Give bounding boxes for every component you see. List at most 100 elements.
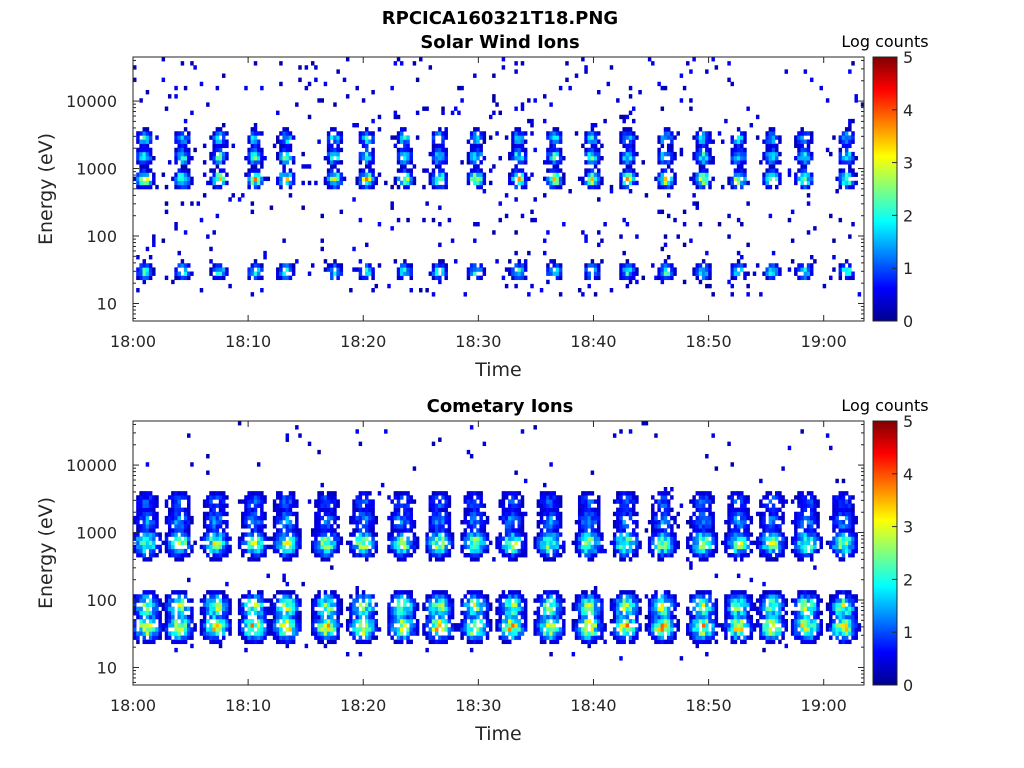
spectrogram-cell (555, 131, 560, 136)
spectrogram-cell (485, 610, 490, 616)
spectrogram-cell (177, 507, 181, 513)
spectrogram-cell (282, 507, 286, 513)
spectrogram-cell (352, 503, 356, 508)
spectrogram-cell (771, 250, 776, 256)
spectrogram-cell (590, 139, 595, 144)
spectrogram-cell (409, 627, 413, 632)
spectrogram-cell (771, 143, 776, 149)
spectrogram-cell (463, 536, 468, 541)
spectrogram-cell (183, 540, 188, 546)
spectrogram-cell (543, 540, 547, 546)
spectrogram-cell (368, 263, 372, 268)
spectrogram-cell (476, 548, 480, 554)
spectrogram-cell (403, 164, 407, 169)
spectrogram-cell (136, 631, 140, 636)
spectrogram-cell (469, 172, 474, 177)
spectrogram-cell (148, 491, 153, 496)
spectrogram-cell (603, 118, 607, 124)
spectrogram-cell (269, 544, 274, 550)
spectrogram-cell (206, 536, 210, 541)
spectrogram-cell (282, 619, 286, 624)
spectrogram-cell (454, 627, 458, 632)
spectrogram-cell (660, 168, 665, 173)
spectrogram-cell (577, 536, 582, 541)
spectrogram-cell (520, 553, 525, 558)
spectrogram-cell (276, 548, 280, 554)
spectrogram-cell (740, 151, 744, 157)
spectrogram-cell (167, 532, 172, 537)
spectrogram-cell (438, 222, 442, 227)
spectrogram-cell (279, 139, 283, 144)
spectrogram-cell (330, 180, 334, 186)
spectrogram-cell (187, 532, 191, 537)
spectrogram-cell (587, 602, 591, 607)
spectrogram-cell (612, 598, 617, 603)
spectrogram-cell (352, 520, 356, 525)
spectrogram-cell (142, 184, 147, 190)
spectrogram-cell (406, 184, 410, 190)
spectrogram-cell (806, 184, 811, 190)
spectrogram-cell (180, 548, 185, 554)
spectrogram-cell (549, 499, 553, 504)
spectrogram-cell (247, 180, 251, 186)
spectrogram-cell (590, 499, 595, 504)
spectrogram-cell (272, 602, 277, 607)
spectrogram-cell (838, 267, 843, 272)
spectrogram-cell (190, 201, 194, 206)
spectrogram-cell (520, 429, 525, 434)
spectrogram-cell (555, 135, 560, 140)
spectrogram-cell (148, 528, 153, 533)
spectrogram-cell (711, 139, 715, 144)
spectrogram-cell (352, 515, 356, 521)
spectrogram-cell (450, 627, 455, 632)
spectrogram-cell (765, 172, 769, 177)
spectrogram-cell (743, 172, 747, 177)
spectrogram-cell (600, 627, 604, 632)
spectrogram-cell (282, 503, 286, 508)
spectrogram-cell (320, 532, 324, 537)
spectrogram-cell (183, 635, 188, 640)
spectrogram-cell (171, 553, 175, 558)
spectrogram-cell (399, 524, 404, 529)
spectrogram-cell (625, 164, 630, 169)
spectrogram-cell (387, 619, 391, 624)
spectrogram-cell (190, 606, 194, 612)
spectrogram-cell (314, 180, 318, 186)
spectrogram-cell (365, 631, 369, 636)
spectrogram-cell (365, 271, 369, 276)
spectrogram-cell (771, 164, 776, 169)
spectrogram-cell (406, 139, 410, 144)
spectrogram-cell (558, 275, 563, 281)
spectrogram-cell (221, 143, 226, 149)
spectrogram-cell (479, 635, 483, 640)
spectrogram-cell (743, 160, 747, 165)
spectrogram-cell (463, 515, 468, 521)
spectrogram-cell (800, 176, 804, 182)
spectrogram-cell (666, 184, 671, 190)
spectrogram-cell (768, 143, 773, 149)
spectrogram-cell (593, 172, 598, 177)
spectrogram-cell (574, 540, 579, 546)
spectrogram-cell (482, 594, 487, 599)
spectrogram-cell (174, 267, 178, 272)
spectrogram-cell (187, 503, 191, 508)
spectrogram-cell (361, 139, 366, 144)
spectrogram-cell (657, 139, 661, 144)
spectrogram-cell (479, 536, 483, 541)
spectrogram-cell (164, 631, 169, 636)
spectrogram-cell (202, 160, 207, 165)
spectrogram-cell (202, 499, 207, 504)
spectrogram-cell (365, 267, 369, 272)
spectrogram-cell (549, 184, 553, 190)
spectrogram-cell (304, 643, 309, 649)
spectrogram-cell (199, 598, 204, 603)
spectrogram-cell (288, 267, 293, 272)
spectrogram-cell (619, 156, 623, 161)
spectrogram-cell (409, 639, 413, 645)
spectrogram-cell (177, 623, 181, 628)
spectrogram-cell (368, 184, 372, 190)
spectrogram-cell (212, 635, 216, 640)
spectrogram-cell (482, 503, 487, 508)
spectrogram-cell (148, 598, 153, 603)
spectrogram-cell (276, 495, 280, 500)
